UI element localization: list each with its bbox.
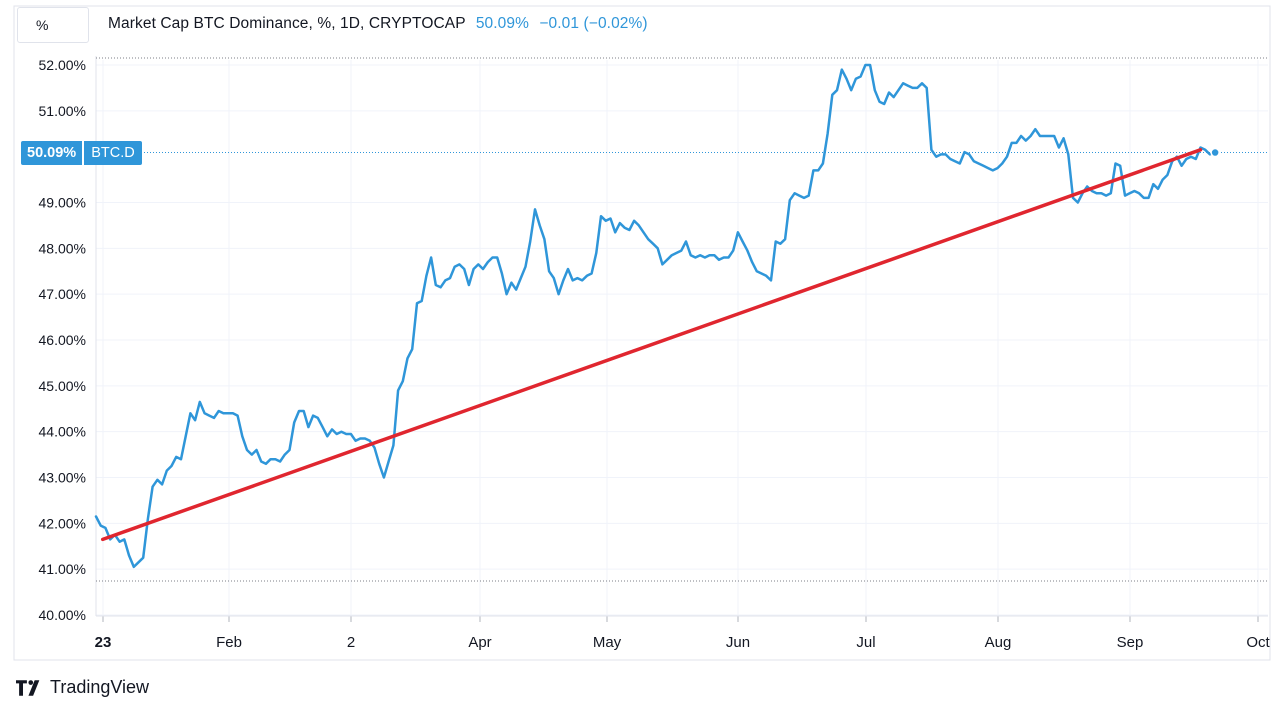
y-tick-label: 43.00% [39,470,86,486]
x-tick-label: May [593,634,622,651]
y-tick-label: 49.00% [39,195,86,211]
last-price-value: 50.09% [21,141,83,165]
series-legend: Market Cap BTC Dominance, %, 1D, CRYPTOC… [108,15,648,33]
tradingview-logo-icon [16,679,40,696]
last-point-marker [1210,147,1220,158]
y-tick-label: 42.00% [39,515,86,531]
legend-title: Market Cap BTC Dominance, %, 1D, CRYPTOC… [108,15,466,32]
x-tick-label: 2 [347,634,355,651]
x-tick-label: Jun [726,634,750,651]
x-tick-label: Apr [468,634,491,651]
legend-change: −0.01 (−0.02%) [539,15,648,32]
tradingview-branding[interactable]: TradingView [16,677,149,698]
y-tick-label: 40.00% [39,607,86,623]
last-price-badge: 50.09% BTC.D [21,141,142,165]
percent-scale-label: % [36,17,49,33]
x-tick-label: Sep [1117,634,1144,651]
y-tick-label: 41.00% [39,561,86,577]
y-tick-label: 52.00% [39,57,86,73]
y-tick-label: 51.00% [39,103,86,119]
x-tick-label: Jul [856,634,875,651]
x-tick-label: 23 [95,634,112,651]
y-tick-label: 46.00% [39,332,86,348]
y-tick-label: 45.00% [39,378,86,394]
legend-last-value: 50.09% [475,15,529,32]
x-tick-label: Aug [985,634,1012,651]
series-symbol-label: BTC.D [84,141,142,165]
chart-frame [13,5,1271,661]
x-tick-label: Feb [216,634,242,651]
x-tick-label: Oct [1246,634,1270,651]
y-tick-label: 47.00% [39,286,86,302]
btc-dominance-series-line[interactable] [94,63,1216,569]
y-tick-label: 44.00% [39,424,86,440]
y-tick-label: 48.00% [39,240,86,256]
red-trendline[interactable] [100,148,1203,542]
percent-scale-toggle-button[interactable]: % [17,7,89,43]
brand-name: TradingView [50,677,150,697]
